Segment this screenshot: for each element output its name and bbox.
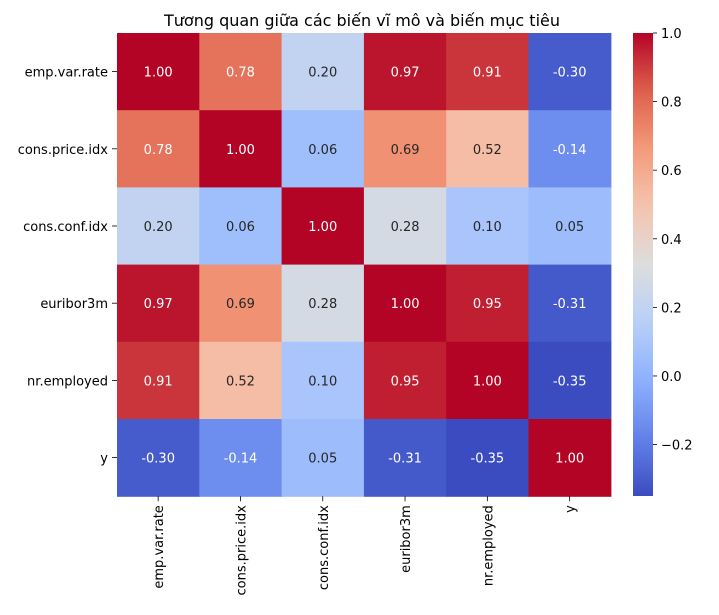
cell-value-label: 0.28	[308, 297, 337, 312]
cell-value-label: 0.52	[226, 374, 255, 389]
heatmap-cell	[363, 33, 447, 111]
heatmap-cell	[281, 187, 365, 266]
heatmap-cell	[117, 33, 200, 111]
heatmap-cell	[199, 110, 283, 188]
cell-value-label: 0.97	[391, 66, 420, 81]
colorbar-tick-label: 0.6	[661, 164, 682, 179]
cell-value-label: 0.95	[473, 297, 502, 312]
heatmap-cell	[117, 187, 200, 266]
cell-value-label: 1.00	[226, 143, 255, 158]
cell-value-label: 0.05	[555, 220, 584, 235]
heatmap-cell	[199, 187, 283, 266]
y-tick-label: nr.employed	[27, 374, 108, 389]
x-tick-label: cons.conf.idx	[317, 505, 332, 590]
heatmap-cell	[528, 33, 612, 111]
cell-value-label: 1.00	[473, 374, 502, 389]
colorbar-tick-label: 0.8	[661, 96, 682, 111]
chart-title: Tương quan giữa các biến vĩ mô và biến m…	[163, 11, 560, 30]
x-tick-label: euribor3m	[399, 505, 414, 573]
heatmap-cell	[528, 264, 612, 343]
y-axis: emp.var.rate cons.price.idx cons.conf.idx e…	[18, 66, 117, 467]
colorbar-tick-label: 0.0	[661, 370, 682, 385]
heatmap-cell	[528, 110, 612, 188]
heatmap-cell	[363, 264, 447, 343]
cell-value-label: 0.10	[308, 374, 337, 389]
heatmap-cell	[281, 419, 365, 497]
heatmap-cell	[117, 264, 200, 343]
heatmap-cell	[446, 187, 530, 266]
heatmap-cell	[199, 341, 283, 420]
cell-value-label: 0.95	[391, 374, 420, 389]
cell-value-label: 0.69	[391, 143, 420, 158]
heatmap-cell	[199, 419, 283, 497]
cell-value-label: 0.91	[473, 66, 502, 81]
heatmap-cell	[528, 187, 612, 266]
heatmap-cell	[281, 264, 365, 343]
cell-value-label: 0.91	[144, 374, 173, 389]
cell-value-label: 0.97	[144, 297, 173, 312]
cell-value-label: 0.20	[144, 220, 173, 235]
cell-value-label: 0.20	[308, 66, 337, 81]
heatmap-cell-labels: 1.00 0.78 0.20 0.97 0.91 -0.30 0.78 1.00 0.06 0.6…	[141, 66, 586, 467]
colorbar-tick-label: 1.0	[661, 27, 682, 42]
cell-value-label: 1.00	[308, 220, 337, 235]
y-tick-label: cons.price.idx	[18, 143, 109, 158]
cell-value-label: 0.10	[473, 220, 502, 235]
cell-value-label: 0.28	[391, 220, 420, 235]
cell-value-label: 0.06	[226, 220, 255, 235]
cell-value-label: -0.31	[553, 297, 587, 312]
x-tick-label: cons.price.idx	[234, 505, 249, 596]
colorbar: 1.0 0.8 0.6 0.4 0.2 0.0 −0.2	[633, 27, 693, 496]
heatmap-cell	[281, 110, 365, 188]
cell-value-label: -0.31	[388, 452, 422, 467]
heatmap-cell	[363, 341, 447, 420]
heatmap-cell	[446, 264, 530, 343]
heatmap-cell	[281, 33, 365, 111]
cell-value-label: 1.00	[555, 452, 584, 467]
x-tick-label: emp.var.rate	[152, 505, 167, 588]
cell-value-label: 0.06	[308, 143, 337, 158]
x-tick-label: nr.employed	[481, 505, 496, 586]
heatmap-cell	[528, 341, 612, 420]
heatmap-cell	[363, 187, 447, 266]
cell-value-label: 0.05	[308, 452, 337, 467]
heatmap-cell	[446, 33, 530, 111]
heatmap-cell	[363, 110, 447, 188]
colorbar-tick-label: 0.4	[661, 233, 682, 248]
heatmap-cell	[446, 341, 530, 420]
heatmap-cell	[281, 341, 365, 420]
cell-value-label: 0.52	[473, 143, 502, 158]
y-tick-label: y	[100, 452, 108, 467]
y-tick-label: euribor3m	[40, 297, 108, 312]
colorbar-gradient	[633, 33, 653, 496]
heatmap-cell	[199, 33, 283, 111]
cell-value-label: 1.00	[144, 66, 173, 81]
heatmap-cell	[117, 110, 200, 188]
heatmap-cell	[446, 419, 530, 497]
y-tick-label: cons.conf.idx	[23, 220, 108, 235]
x-tick-label: y	[564, 505, 579, 513]
cell-value-label: -0.30	[553, 66, 587, 81]
cell-value-label: -0.35	[553, 374, 587, 389]
heatmap-cell	[363, 419, 447, 497]
heatmap-cell	[446, 110, 530, 188]
cell-value-label: 0.78	[144, 143, 173, 158]
heatmap-cells	[117, 33, 612, 497]
y-tick-label: emp.var.rate	[25, 66, 108, 81]
cell-value-label: -0.35	[471, 452, 505, 467]
heatmap-cell	[528, 419, 612, 497]
cell-value-label: -0.30	[141, 452, 175, 467]
cell-value-label: 1.00	[391, 297, 420, 312]
cell-value-label: 0.78	[226, 66, 255, 81]
colorbar-tick-label: −0.2	[661, 439, 693, 454]
cell-value-label: 0.69	[226, 297, 255, 312]
heatmap-cell	[199, 264, 283, 343]
x-axis: emp.var.rate cons.price.idx cons.conf.idx e…	[152, 496, 579, 595]
heatmap-cell	[117, 419, 200, 497]
cell-value-label: -0.14	[224, 452, 258, 467]
heatmap-cell	[117, 341, 200, 420]
colorbar-tick-label: 0.2	[661, 301, 682, 316]
cell-value-label: -0.14	[553, 143, 587, 158]
